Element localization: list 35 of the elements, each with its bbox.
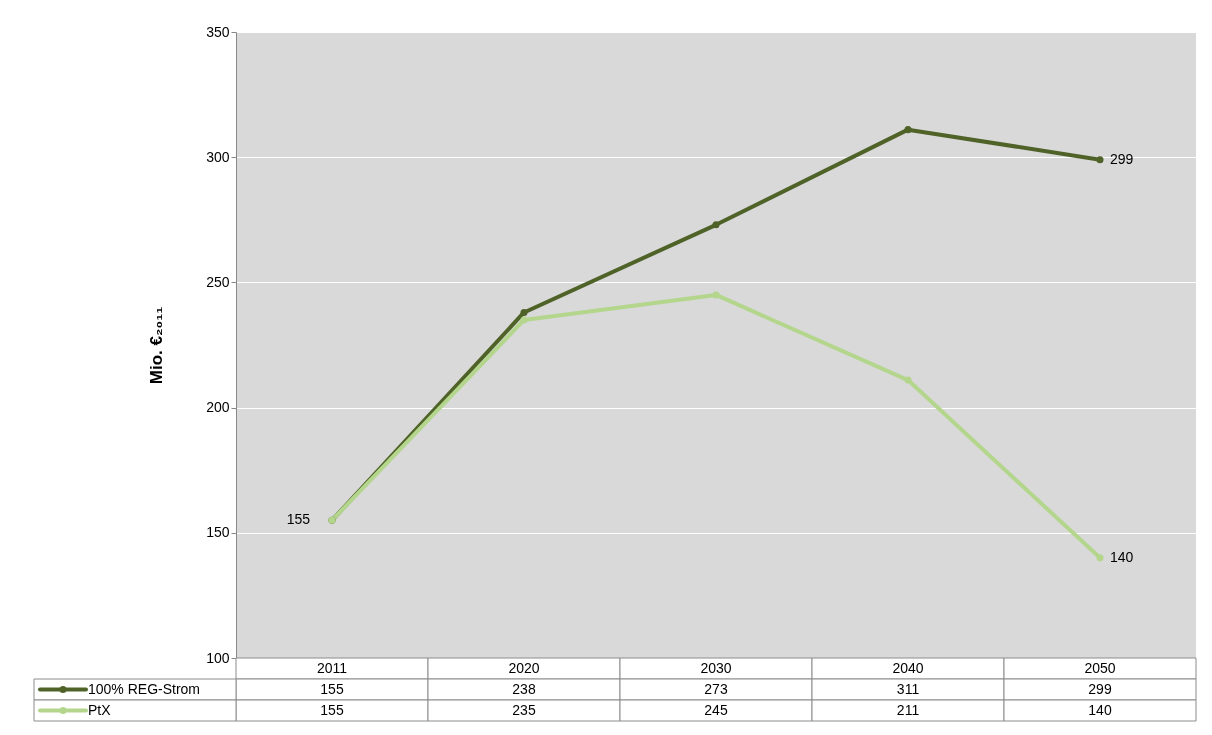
y-axis-title: Mio. €₂₀₁₁ — [147, 306, 167, 385]
data-label: 155 — [320, 680, 344, 697]
data-label: 245 — [704, 701, 728, 718]
x-tick-label: 2011 — [316, 659, 348, 676]
legend-label: PtX — [88, 701, 112, 718]
point — [520, 316, 528, 324]
point — [712, 221, 720, 229]
annotation: 155 — [286, 511, 311, 528]
x-tick-label: 2020 — [508, 659, 540, 676]
data-label: 140 — [1088, 701, 1112, 718]
x-tick-label: 2040 — [892, 659, 924, 676]
point — [904, 376, 912, 384]
data-label: 211 — [896, 701, 920, 718]
data-label: 238 — [512, 680, 536, 697]
point — [1096, 156, 1104, 164]
point — [712, 291, 720, 299]
y-tick-label: 250 — [206, 273, 230, 290]
data-label: 299 — [1088, 680, 1112, 697]
data-label: 311 — [896, 680, 920, 697]
y-tick-label: 300 — [206, 148, 230, 165]
annotation: 299 — [1110, 150, 1134, 167]
y-tick-label: 150 — [206, 524, 230, 541]
y-tick-label: 200 — [206, 399, 230, 416]
y-tick-label: 100 — [206, 649, 230, 666]
y-tick-label: 350 — [206, 23, 230, 40]
annotation: 140 — [1110, 548, 1134, 565]
point — [904, 126, 912, 134]
x-tick-label: 2050 — [1084, 659, 1116, 676]
point — [520, 308, 528, 316]
data-label: 235 — [512, 701, 536, 718]
data-label: 273 — [704, 680, 728, 697]
data-label: 155 — [320, 701, 344, 718]
point — [1096, 554, 1104, 562]
x-tick-label: 2030 — [700, 659, 732, 676]
legend-label: 100% REG-Strom — [88, 680, 201, 697]
